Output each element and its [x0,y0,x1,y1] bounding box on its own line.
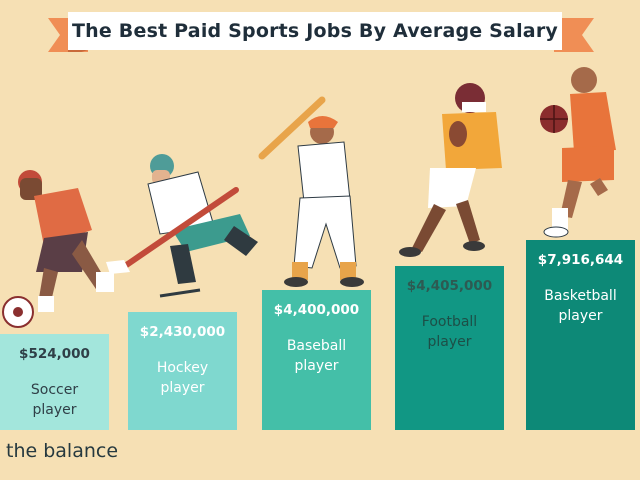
bar-value-label: $2,430,000 [140,324,225,340]
bar-category-label: Basketball [544,288,616,304]
title-box: The Best Paid Sports Jobs By Average Sal… [68,12,562,50]
hockey-player-icon [106,154,258,298]
bar-category-label: Soccer [31,382,78,398]
bar-5 [526,240,635,430]
basketball-player-icon [540,67,616,238]
bar-category-label: player [558,308,602,324]
brand-logo: the balance [6,440,119,462]
bar-category-label: player [160,380,204,396]
bar-3 [262,290,371,430]
bar-category-label: player [427,334,471,350]
football-player-icon [399,83,502,257]
bar-value-label: $4,405,000 [407,278,492,294]
bar-4 [395,266,504,430]
bar-category-label: Hockey [157,360,208,376]
baseball-player-icon [258,96,364,287]
bar-value-label: $7,916,644 [538,252,623,268]
chart-title: The Best Paid Sports Jobs By Average Sal… [72,20,558,42]
bar-1 [0,334,109,430]
bar-category-label: Football [422,314,477,330]
bar-2 [128,312,237,430]
bar-category-label: player [32,402,76,418]
soccer-player-icon [2,170,114,328]
bar-category-label: Baseball [287,338,346,354]
bar-value-label: $4,400,000 [274,302,359,318]
bar-category-label: player [294,358,338,374]
bar-value-label: $524,000 [19,346,90,362]
